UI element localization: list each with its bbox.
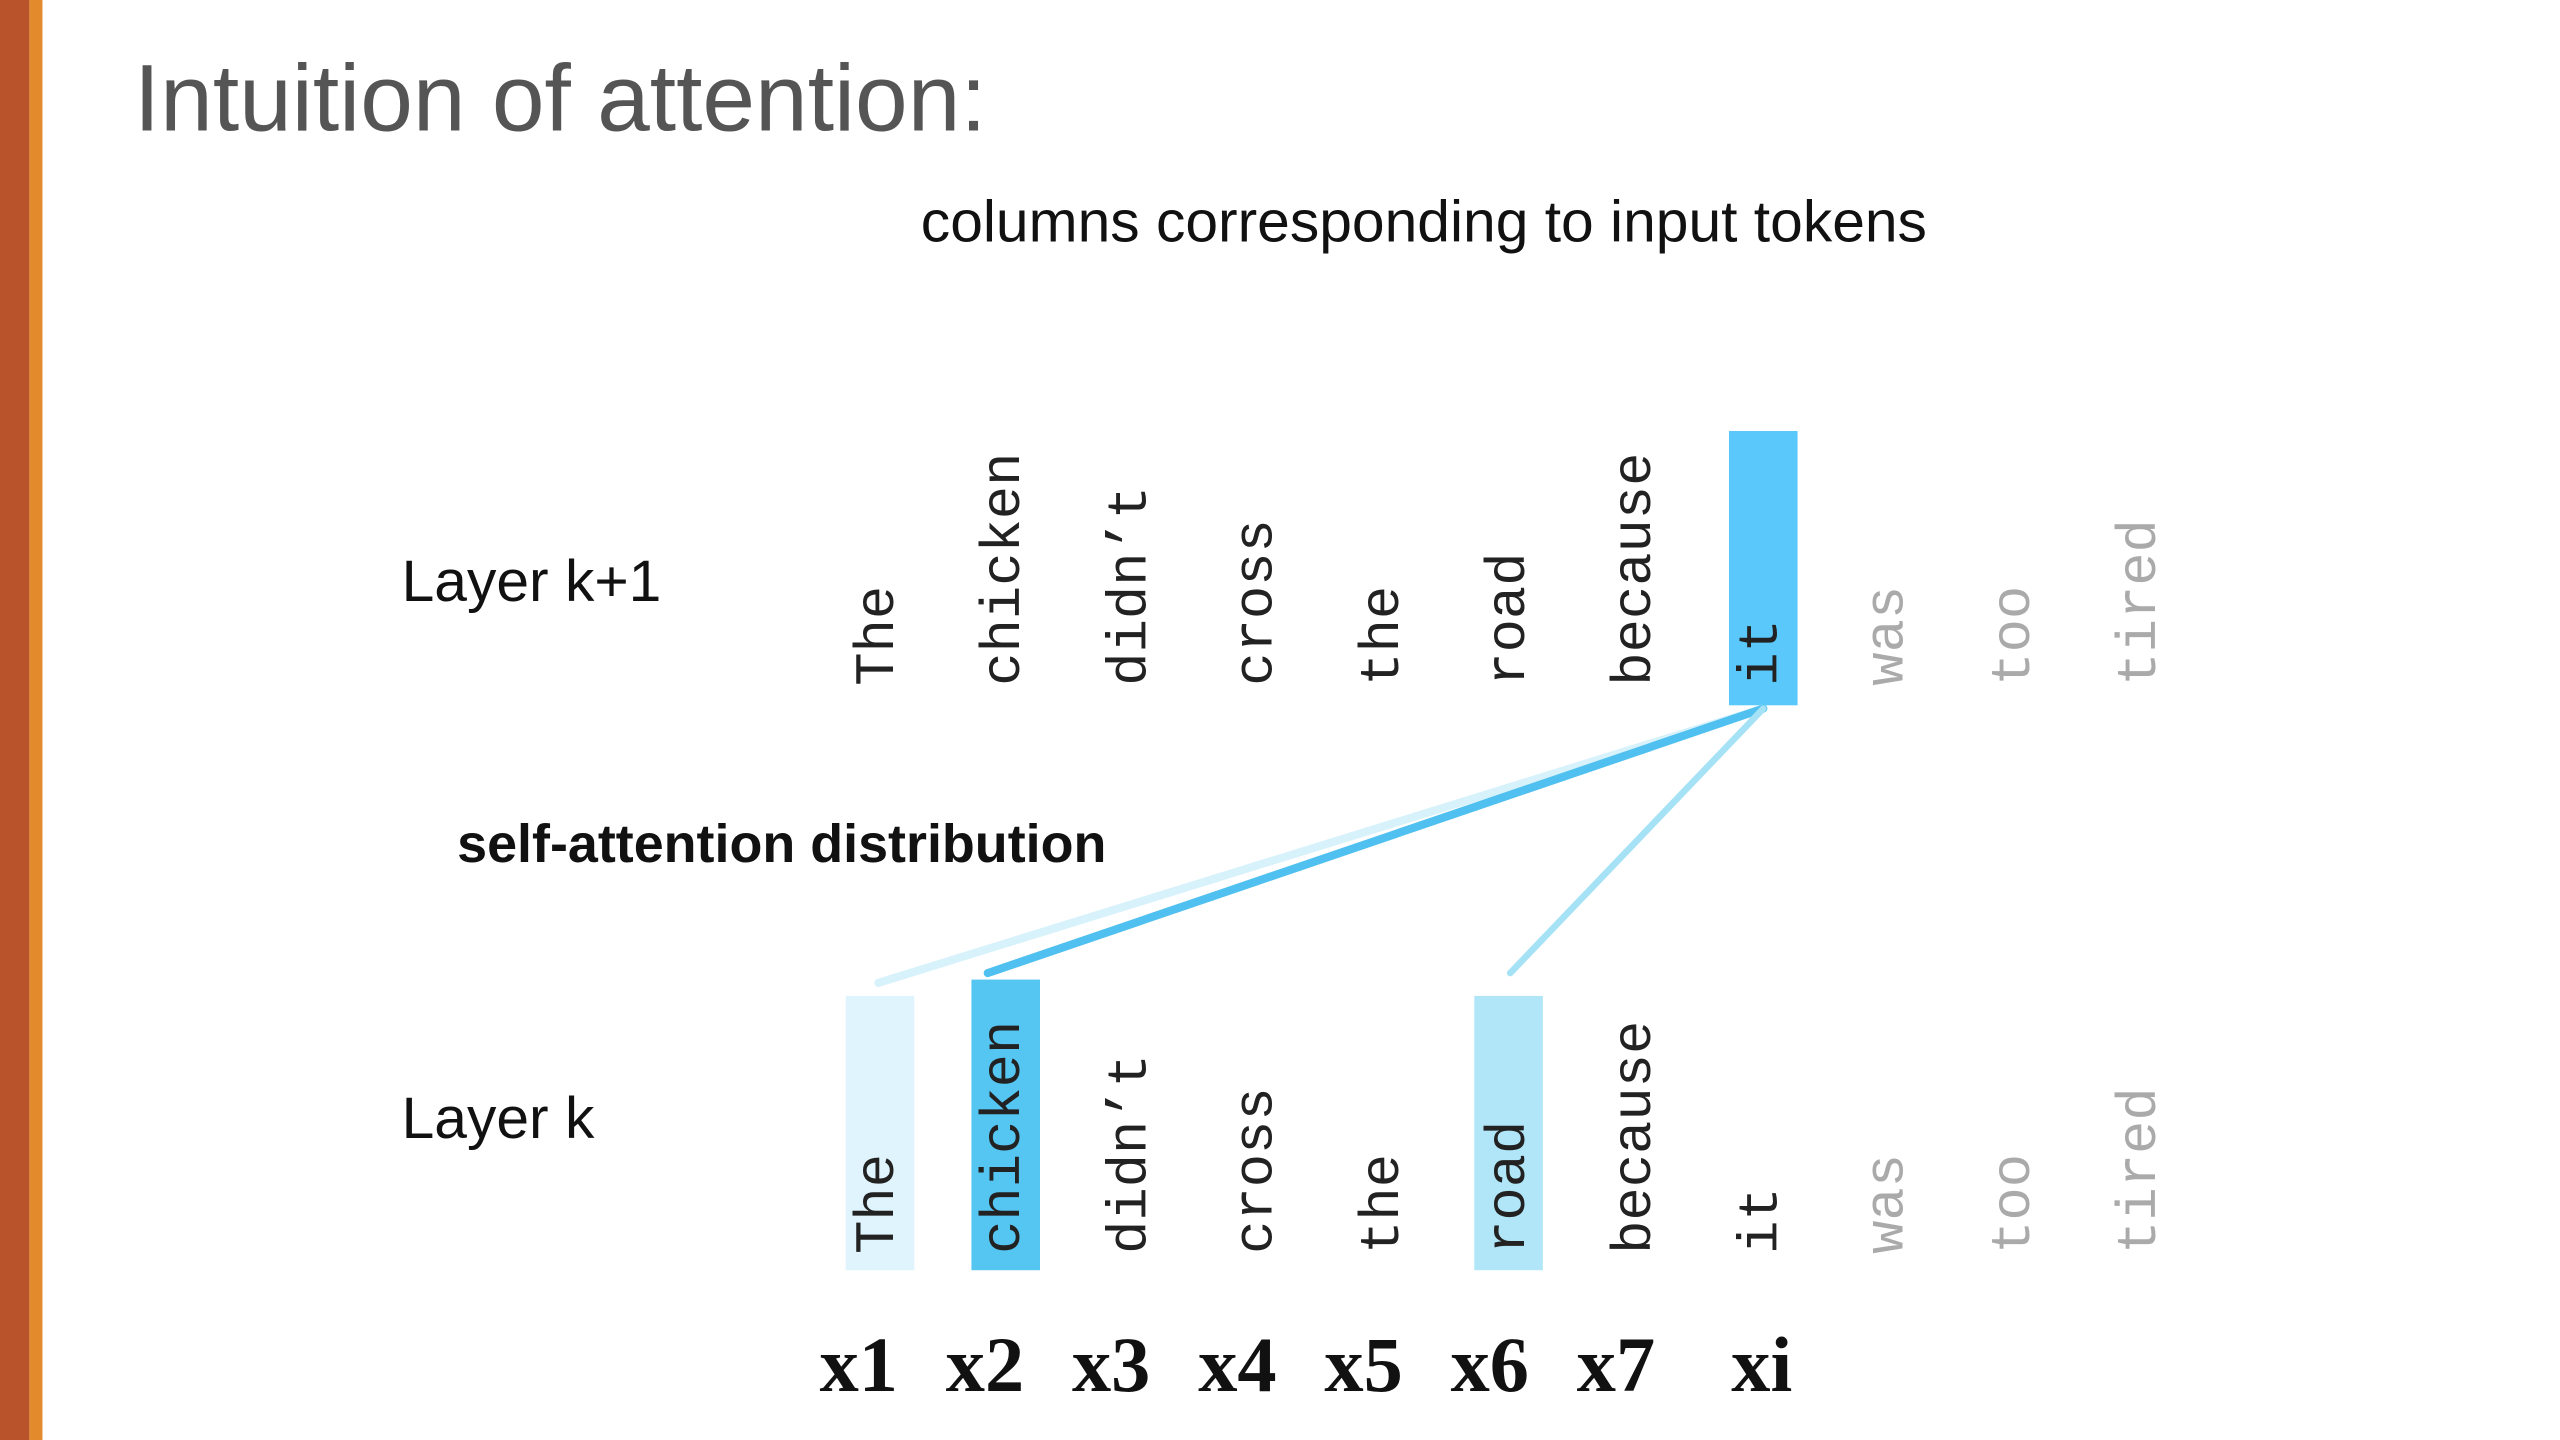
annotation: self-attention distribution bbox=[457, 814, 1106, 874]
token: because bbox=[1604, 1021, 1667, 1254]
token: it bbox=[1730, 1187, 1793, 1254]
token: road bbox=[1478, 1121, 1541, 1254]
highlight-chicken bbox=[971, 979, 1040, 1271]
token: too bbox=[1983, 586, 2046, 686]
token: cross bbox=[1226, 519, 1289, 686]
title: Intuition of attention: bbox=[134, 46, 987, 152]
position-label: x5 bbox=[1324, 1321, 1402, 1408]
highlights bbox=[845, 431, 1798, 1271]
layer-label: Layer k+1 bbox=[402, 549, 662, 614]
layer-label: Layer k bbox=[402, 1086, 595, 1151]
token: didn’t bbox=[1099, 1054, 1162, 1254]
attention-line bbox=[983, 704, 1768, 978]
attention-line bbox=[1506, 705, 1767, 977]
highlight-the bbox=[845, 995, 915, 1271]
accent-bar-inner bbox=[29, 0, 43, 1440]
position-label: x1 bbox=[820, 1321, 898, 1408]
token: was bbox=[1857, 1154, 1920, 1254]
token: was bbox=[1857, 586, 1920, 686]
token: road bbox=[1478, 552, 1541, 685]
token: tired bbox=[2109, 519, 2172, 686]
caption: columns corresponding to input tokens bbox=[921, 190, 1927, 255]
token: it bbox=[1730, 619, 1793, 686]
position-label: x6 bbox=[1451, 1321, 1529, 1408]
position-label: x4 bbox=[1198, 1321, 1276, 1408]
token: The bbox=[847, 1154, 910, 1254]
token: chicken bbox=[973, 1021, 1036, 1254]
token: didn’t bbox=[1099, 486, 1162, 686]
token: chicken bbox=[973, 453, 1036, 686]
token: the bbox=[1352, 586, 1415, 686]
highlight-it bbox=[1728, 431, 1798, 706]
token: The bbox=[847, 586, 910, 686]
attention-lines bbox=[874, 704, 1768, 987]
attention-line bbox=[874, 704, 1768, 987]
token: the bbox=[1352, 1154, 1415, 1254]
position-label: x3 bbox=[1072, 1321, 1150, 1408]
position-label: x7 bbox=[1577, 1321, 1655, 1408]
highlight-road bbox=[1474, 995, 1543, 1271]
position-label: xi bbox=[1731, 1321, 1792, 1408]
token: too bbox=[1983, 1154, 2046, 1254]
token: cross bbox=[1226, 1087, 1289, 1254]
token: because bbox=[1604, 453, 1667, 686]
position-label: x2 bbox=[946, 1321, 1024, 1408]
token: tired bbox=[2109, 1087, 2172, 1254]
accent-bar bbox=[0, 0, 30, 1440]
